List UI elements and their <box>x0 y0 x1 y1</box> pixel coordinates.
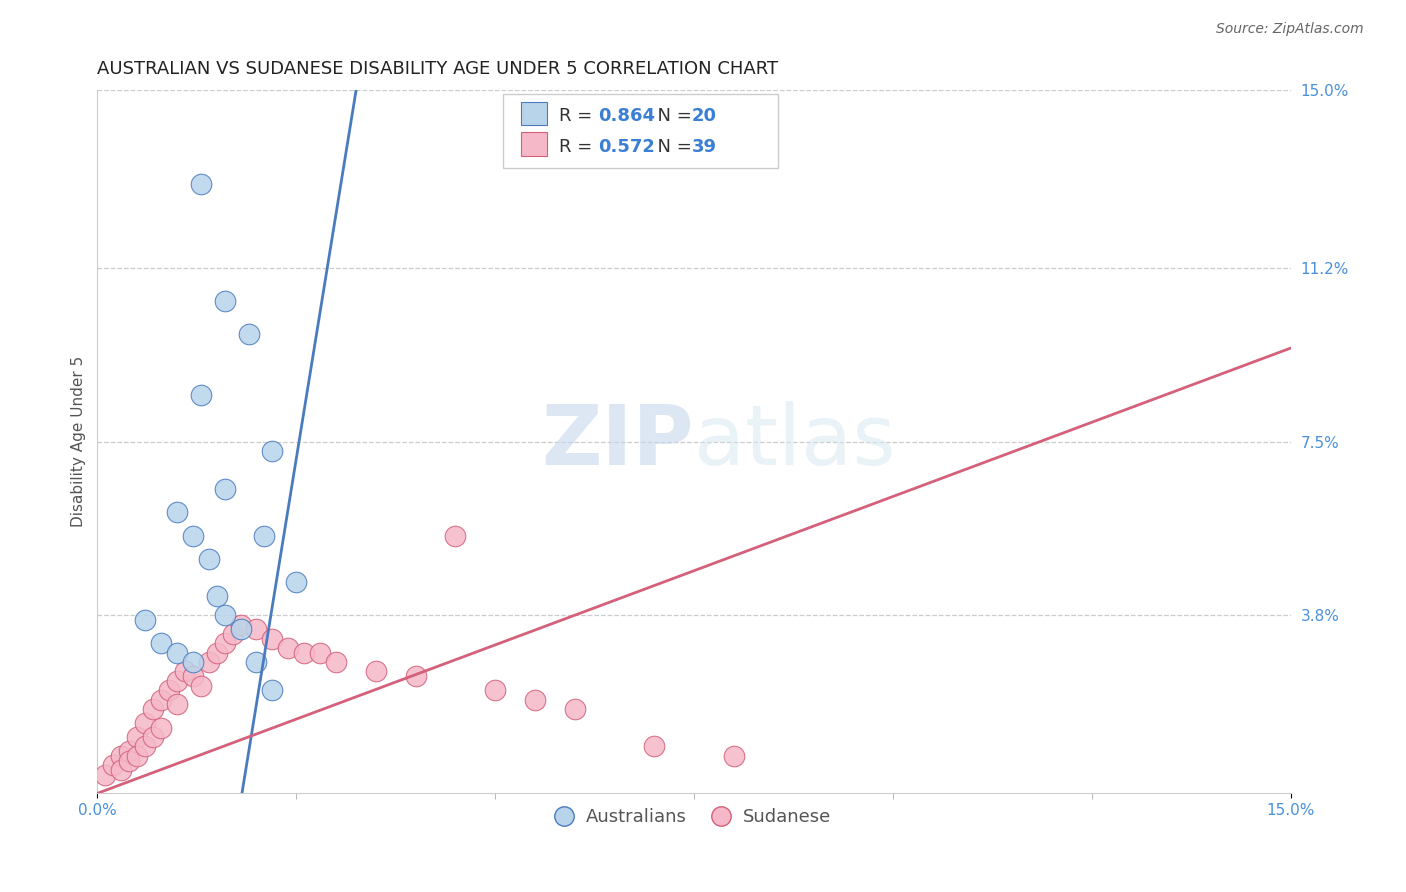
Point <box>205 590 228 604</box>
Point <box>214 608 236 623</box>
Point <box>262 683 284 698</box>
Point <box>245 655 267 669</box>
Point <box>181 528 204 542</box>
Point <box>221 627 243 641</box>
Text: 39: 39 <box>692 137 717 155</box>
Point <box>142 730 165 744</box>
Text: AUSTRALIAN VS SUDANESE DISABILITY AGE UNDER 5 CORRELATION CHART: AUSTRALIAN VS SUDANESE DISABILITY AGE UN… <box>97 60 779 78</box>
Legend: Australians, Sudanese: Australians, Sudanese <box>550 801 838 833</box>
Point <box>157 683 180 698</box>
Point <box>110 748 132 763</box>
Point <box>110 763 132 777</box>
Point <box>285 575 308 590</box>
Point <box>262 632 284 646</box>
Point <box>325 655 347 669</box>
Point <box>134 613 156 627</box>
Point <box>197 655 219 669</box>
Point <box>253 528 276 542</box>
Point <box>214 294 236 309</box>
Text: 0.864: 0.864 <box>599 107 655 125</box>
Point <box>484 683 506 698</box>
Point <box>190 177 212 191</box>
Point <box>238 326 260 341</box>
Point <box>94 767 117 781</box>
Point <box>190 679 212 693</box>
Point <box>643 739 665 754</box>
Text: Source: ZipAtlas.com: Source: ZipAtlas.com <box>1216 22 1364 37</box>
Text: 20: 20 <box>692 107 717 125</box>
Text: 0.572: 0.572 <box>599 137 655 155</box>
Point <box>181 655 204 669</box>
Text: atlas: atlas <box>695 401 896 483</box>
Point <box>190 388 212 402</box>
Point <box>134 716 156 731</box>
Point <box>229 622 252 636</box>
Point <box>205 646 228 660</box>
Point <box>173 665 195 679</box>
FancyBboxPatch shape <box>522 103 547 126</box>
Point <box>166 646 188 660</box>
Point <box>118 754 141 768</box>
FancyBboxPatch shape <box>522 132 547 155</box>
Point <box>134 739 156 754</box>
Text: N =: N = <box>647 137 697 155</box>
Text: R =: R = <box>560 137 598 155</box>
Point <box>166 698 188 712</box>
Point <box>150 692 173 706</box>
Point <box>309 646 332 660</box>
Point <box>197 552 219 566</box>
Point <box>166 673 188 688</box>
Point <box>166 505 188 519</box>
Point <box>292 646 315 660</box>
Point <box>214 636 236 650</box>
Point <box>364 665 387 679</box>
FancyBboxPatch shape <box>503 94 778 168</box>
Point <box>444 528 467 542</box>
Y-axis label: Disability Age Under 5: Disability Age Under 5 <box>72 356 86 527</box>
Point <box>142 702 165 716</box>
Text: R =: R = <box>560 107 598 125</box>
Point <box>127 730 149 744</box>
Point <box>150 636 173 650</box>
Point <box>127 748 149 763</box>
Point <box>723 748 745 763</box>
Point <box>245 622 267 636</box>
Point <box>405 669 427 683</box>
Point <box>277 641 299 656</box>
Text: N =: N = <box>647 107 697 125</box>
Point <box>262 444 284 458</box>
Point <box>103 758 125 772</box>
Point <box>523 692 546 706</box>
Point <box>118 744 141 758</box>
Point <box>181 669 204 683</box>
Point <box>564 702 586 716</box>
Text: ZIP: ZIP <box>541 401 695 483</box>
Point <box>229 617 252 632</box>
Point <box>214 482 236 496</box>
Point <box>150 721 173 735</box>
